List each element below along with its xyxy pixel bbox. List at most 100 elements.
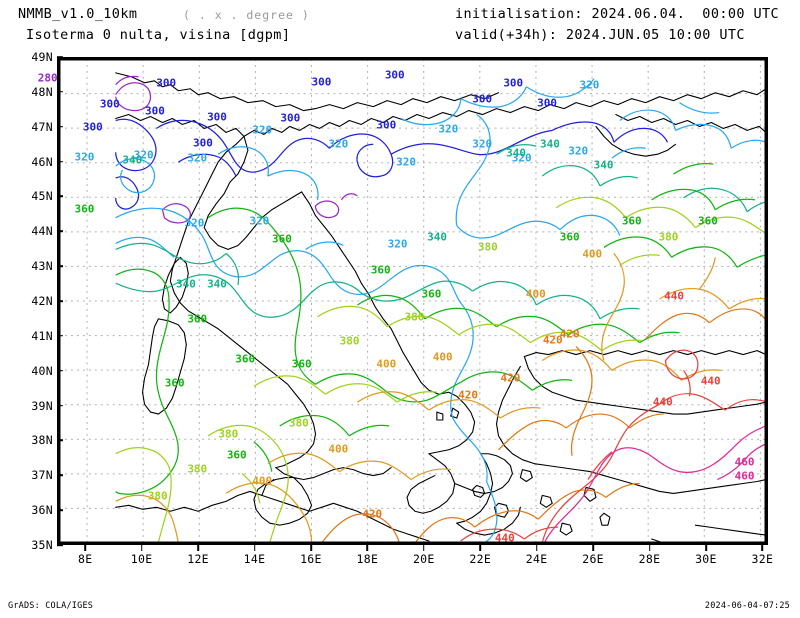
contour-value-label: 460 [734, 469, 755, 483]
contour-value-label: 360 [226, 448, 247, 462]
contour-value-label: 320 [187, 151, 208, 165]
lat-tick-mark [57, 91, 63, 93]
contour-value-label: 300 [144, 104, 165, 118]
contour-value-label: 340 [176, 277, 196, 291]
coastline-layer [115, 72, 766, 543]
lon-tick-label: 32E [751, 552, 774, 566]
lat-tick-label: 35N [31, 538, 53, 552]
lon-tick-label: 14E [243, 552, 266, 566]
contour-value-label: 380 [658, 230, 679, 244]
contour-value-label: 380 [339, 334, 360, 348]
lat-tick-mark [57, 369, 63, 372]
lon-tick-label: 20E [412, 552, 435, 566]
initialisation-label: initialisation: 2024.06.04. 00:00 UTC [455, 6, 780, 22]
contour-value-label: 340 [506, 146, 526, 160]
lat-tick-mark [57, 56, 63, 58]
contour-value-label: 320 [396, 155, 416, 169]
contour-value-label: 400 [252, 474, 273, 488]
field-title-label: Isoterma 0 nulta, visina [dgpm] [26, 27, 291, 43]
lon-tick-mark [310, 545, 312, 551]
contour-value-label: 380 [404, 310, 425, 324]
contour-value-label: 320 [387, 237, 408, 251]
contour-value-label: 340 [539, 137, 560, 151]
contour-value-label: 300 [537, 96, 558, 110]
lon-tick-label: 10E [130, 552, 153, 566]
lon-tick-label: 18E [356, 552, 379, 566]
contour-level-380 [115, 196, 766, 543]
contour-value-label: 440 [652, 395, 673, 409]
lat-tick-mark [57, 160, 63, 163]
lon-tick-mark [592, 545, 594, 551]
lon-tick-mark [253, 545, 256, 551]
lon-tick-label: 12E [187, 552, 209, 566]
lat-tick-mark [57, 265, 63, 267]
lon-tick-mark [479, 545, 481, 551]
lon-tick-mark [140, 545, 143, 551]
contour-value-label: 320 [568, 144, 589, 158]
latitude-axis: 49N 48N 47N 46N 45N 44N 43N 42N 41N 40N 39N 38N 37N 3… [0, 0, 53, 618]
contour-level-440 [460, 349, 766, 543]
resolution-note-label: ( . x . degree ) [183, 8, 310, 22]
contour-value-label: 360 [559, 230, 580, 244]
contour-value-label: 360 [235, 352, 256, 366]
lat-tick-label: 49N [31, 50, 53, 64]
contour-value-label: 320 [133, 148, 154, 162]
contour-label-layer: 280 300 300 300 300 300 300 300 300 300 300 300 300 3… [38, 59, 766, 545]
render-timestamp-label: 2024-06-04-07:25 [704, 601, 790, 611]
contour-value-label: 300 [472, 92, 493, 106]
lon-tick-label: 30E [695, 552, 717, 566]
lat-tick-mark [57, 404, 63, 407]
contour-plot-area: 280 300 300 300 300 300 300 300 300 300 300 300 300 3… [38, 57, 768, 545]
contour-value-label: 360 [187, 312, 208, 326]
contour-value-label: 360 [164, 376, 185, 390]
contour-value-label: 360 [697, 214, 718, 228]
lat-tick-label: 41N [31, 328, 53, 343]
contour-value-label: 380 [147, 489, 168, 503]
contour-value-label: 380 [187, 462, 208, 476]
lon-tick-label: 16E [300, 552, 322, 566]
lon-tick-mark [84, 545, 86, 551]
contour-value-label: 320 [184, 216, 205, 230]
contour-value-label: 320 [249, 214, 270, 228]
contour-value-label: 320 [328, 137, 349, 151]
lat-tick-mark [57, 230, 63, 233]
contour-level-300 [115, 118, 669, 210]
contour-level-400 [115, 253, 766, 543]
contour-value-label: 420 [362, 507, 383, 521]
lat-tick-label: 36N [31, 503, 53, 518]
contour-value-label: 340 [207, 277, 227, 291]
contour-value-label: 320 [472, 137, 493, 151]
grads-credit-label: GrADS: COLA/IGES [8, 601, 94, 611]
lat-tick-label: 48N [31, 84, 53, 99]
contour-value-label: 280 [37, 71, 58, 85]
model-name-label: NMMB_v1.0_10km [18, 6, 138, 22]
map-canvas [59, 59, 766, 543]
lat-tick-label: 45N [31, 189, 53, 204]
contour-value-label: 420 [559, 327, 580, 341]
contour-value-label: 360 [271, 232, 292, 245]
lon-tick-mark [197, 545, 199, 551]
contour-value-label: 300 [82, 120, 103, 134]
contour-value-label: 340 [122, 153, 143, 167]
contour-value-label: 380 [218, 427, 239, 441]
contour-value-label: 400 [582, 247, 603, 261]
contour-value-label: 320 [74, 150, 95, 164]
longitude-axis: 8E 10E 12E 14E 16E 18E 20E 22E 24E 26E 28E 30E 32E [0, 552, 800, 572]
contour-value-label: 300 [207, 110, 227, 123]
contour-value-label: 360 [370, 263, 391, 277]
lon-tick-mark [422, 545, 425, 551]
lat-tick-mark [57, 335, 63, 337]
contour-value-label: 380 [288, 416, 309, 430]
lat-tick-label: 38N [31, 433, 53, 448]
contour-value-label: 320 [579, 78, 600, 92]
contour-value-label: 400 [432, 350, 453, 364]
lon-tick-label: 8E [77, 552, 93, 566]
contour-value-label: 300 [280, 111, 301, 125]
contour-value-label: 420 [500, 371, 521, 385]
lon-tick-mark [535, 545, 538, 551]
lat-tick-mark [57, 439, 63, 442]
contour-level-460 [543, 425, 766, 543]
contour-value-label: 460 [734, 455, 755, 469]
contour-value-label: 320 [511, 151, 532, 165]
